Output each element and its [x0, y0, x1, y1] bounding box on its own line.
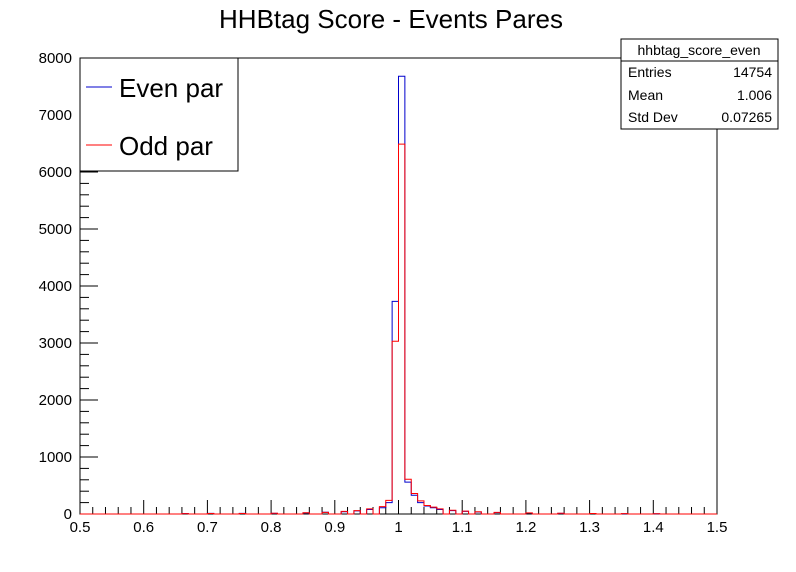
y-tick-label: 8000: [39, 50, 72, 67]
histogram-bin-even: [449, 511, 455, 514]
stats-stddev-label: Std Dev: [628, 109, 678, 125]
histogram-bin-even: [430, 508, 436, 514]
x-tick-label: 0.7: [197, 519, 218, 536]
histogram-bin-even: [367, 509, 373, 514]
x-tick-label: 1.4: [643, 519, 664, 536]
x-tick-label: 0.9: [324, 519, 345, 536]
stats-entries-value: 14754: [733, 64, 772, 80]
histogram-bin-odd: [399, 144, 405, 514]
histogram-bin-even: [437, 509, 443, 514]
legend-box: [79, 57, 239, 172]
histogram-bin-even: [424, 506, 430, 514]
histogram-series-odd: [80, 143, 717, 515]
x-tick-label: 0.8: [261, 519, 282, 536]
legend-label-odd: Odd par: [119, 131, 213, 161]
y-tick-label: 1000: [39, 449, 72, 466]
x-tick-label: 1: [394, 519, 402, 536]
stats-box: hhbtag_score_even Entries 14754 Mean 1.0…: [620, 38, 779, 130]
y-tick-label: 2000: [39, 392, 72, 409]
histogram-bin-even: [399, 76, 405, 514]
stats-mean-value: 1.006: [737, 87, 772, 103]
x-tick-label: 1.3: [579, 519, 600, 536]
y-tick-label: 5000: [39, 221, 72, 238]
histogram-bin-even: [386, 503, 392, 514]
x-tick-label: 1.5: [707, 519, 728, 536]
y-tick-label: 7000: [39, 107, 72, 124]
histogram-bin-even: [411, 495, 417, 514]
stats-box-name: hhbtag_score_even: [638, 42, 761, 58]
y-tick-label: 0: [64, 506, 72, 523]
legend-label-even: Even par: [119, 73, 223, 103]
stats-mean-label: Mean: [628, 87, 663, 103]
histogram-bin-odd: [392, 341, 398, 514]
histogram-bin-odd: [405, 479, 411, 514]
y-tick-label: 6000: [39, 164, 72, 181]
stats-stddev-value: 0.07265: [721, 109, 772, 125]
legend: Even par Odd par: [79, 57, 239, 172]
x-tick-label: 1.2: [515, 519, 536, 536]
histogram-bin-odd: [424, 505, 430, 514]
y-tick-label: 3000: [39, 335, 72, 352]
series-layer: [80, 75, 717, 515]
x-tick-label: 0.6: [133, 519, 154, 536]
y-tick-label: 4000: [39, 278, 72, 295]
histogram-bin-even: [379, 508, 385, 514]
x-axis: 0.5 0.6 0.7 0.8 0.9 1 1.1 1.2 1.3 1.4 1.5: [70, 500, 728, 536]
stats-entries-label: Entries: [628, 64, 672, 80]
stats-box-frame: [620, 38, 779, 130]
histogram-bin-even: [418, 503, 424, 514]
histogram-bin-odd: [411, 493, 417, 514]
histogram-bin-even: [405, 482, 411, 514]
x-tick-label: 0.5: [70, 519, 91, 536]
y-axis: 0 1000 2000 3000 4000 5000 6000 7000 8000: [39, 50, 98, 523]
chart-title: HHBtag Score - Events Pares: [219, 4, 563, 34]
histogram-bin-even: [392, 301, 398, 514]
x-tick-label: 1.1: [452, 519, 473, 536]
